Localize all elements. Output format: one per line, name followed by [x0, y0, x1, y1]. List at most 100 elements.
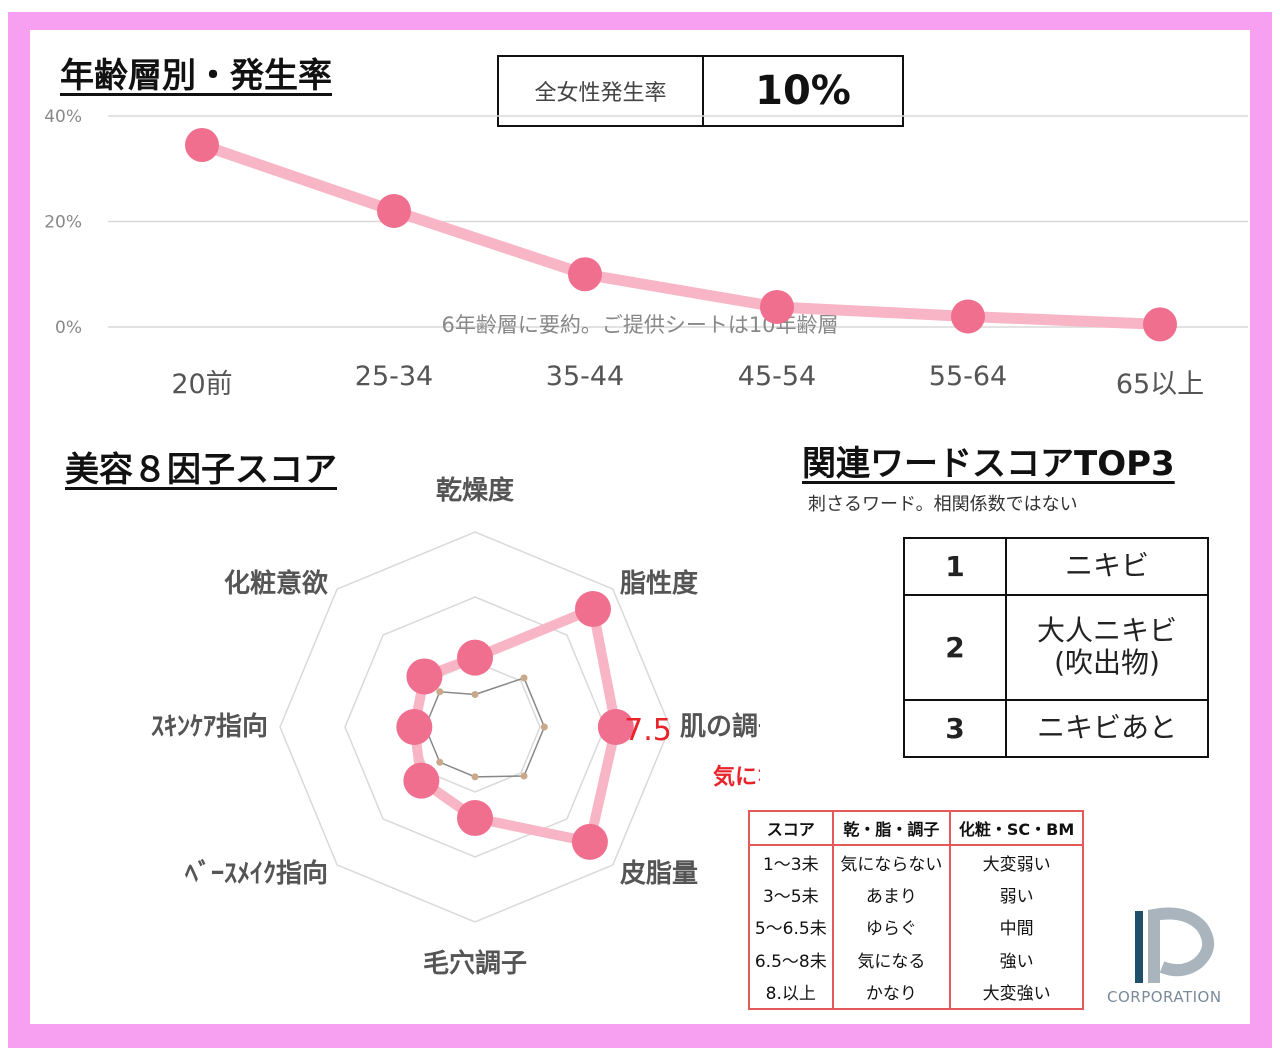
age-series-line [196, 139, 1166, 330]
y-tick-label: 0% [55, 318, 82, 338]
radar-reference-point [471, 691, 479, 698]
legend-cell: 3～5未 [762, 887, 819, 908]
legend-header: スコア [749, 811, 833, 846]
y-tick-label: 40% [44, 107, 82, 127]
x-tick-label: 65以上 [1116, 369, 1204, 400]
line-point [951, 299, 985, 334]
legend-cell: 弱い [949, 878, 1083, 911]
radar-grid-ring [344, 596, 606, 858]
word-line-sub: (吹出物) [1054, 646, 1160, 680]
radar-reference-point [520, 674, 528, 682]
radar-score-series [409, 604, 621, 847]
line-point [760, 289, 794, 324]
legend-cell: ゆらぐ [831, 910, 951, 944]
legend-cell: 1～3未 [762, 854, 819, 875]
overall-rate-value: 10% [755, 68, 851, 114]
table-row: 3 ニキビあと [903, 699, 1209, 758]
factor-radar-chart: 乾燥度脂性度肌の調子皮脂量毛穴調子 ﾍﾞｰｽﾒｲｸ指向 ｽｷﾝｹｱ指向 化粧意欲 7.… [151, 475, 760, 979]
radar-point [406, 658, 443, 695]
highlight-score-label: 気になる [713, 764, 760, 790]
table-row: 3～5未 あまり 弱い [749, 878, 1083, 911]
age-section-title: 年齢層別・発生率 [60, 56, 332, 96]
radar-axis-label: ﾍﾞｰｽﾒｲｸ指向 [184, 858, 328, 889]
radar-axis-label: 乾燥度 [436, 475, 514, 506]
legend-cell: 大変弱い [949, 845, 1083, 879]
age-series-points [185, 128, 1177, 342]
word-rank: 1 [903, 537, 1007, 596]
line-point [377, 193, 411, 228]
company-logo-mark [1135, 907, 1214, 983]
line-point [1143, 307, 1177, 342]
legend-cell: 中間 [949, 910, 1083, 944]
legend-header: 乾・脂・調子 [831, 811, 951, 846]
legend-header-row: スコア 乾・脂・調子 化粧・SC・BM [749, 811, 1083, 846]
y-tick-label: 20% [44, 213, 82, 233]
word-line: 大人ニキビ [1036, 614, 1177, 648]
legend-cell: 6.5～8未 [754, 951, 827, 972]
radar-point [396, 709, 433, 745]
legend-cell: 気にならない [831, 845, 951, 879]
table-row: 6.5～8未 気になる 強い [749, 943, 1083, 976]
table-row: 2 大人ニキビ (吹出物) [903, 593, 1209, 702]
line-chart-y-ticks: 0% 20% 40% [44, 107, 82, 338]
legend-cell: 強い [949, 943, 1083, 976]
radar-reference-point [436, 688, 444, 696]
line-chart-x-ticks: 20前 25-34 35-44 45-54 55-64 65以上 [171, 361, 1204, 400]
radar-axis-label: 化粧意欲 [224, 568, 328, 599]
score-legend-table: スコア 乾・脂・調子 化粧・SC・BM 1～3未 気にならない 大変弱い 3～5… [748, 810, 1084, 1010]
radar-point [574, 591, 611, 628]
radar-reference-point [471, 773, 479, 781]
radar-point [597, 709, 634, 745]
x-tick-label: 55-64 [929, 361, 1007, 392]
radar-axis-label: 肌の調子 [680, 711, 760, 742]
radar-axis-label: 毛穴調子 [423, 948, 527, 979]
radar-reference-point [436, 758, 444, 766]
factor-section-title: 美容８因子スコア [65, 450, 337, 490]
radar-axis-labels: 乾燥度脂性度肌の調子皮脂量毛穴調子 ﾍﾞｰｽﾒｲｸ指向 ｽｷﾝｹｱ指向 化粧意欲 [151, 475, 760, 979]
radar-point [457, 800, 493, 836]
word-rank: 2 [903, 593, 1007, 702]
word-rank: 3 [903, 699, 1007, 758]
highlight-score-value: 7.5 [624, 713, 672, 748]
legend-cell: 8.以上 [765, 984, 816, 1005]
overall-rate-box: 全女性発生率 10% [497, 55, 904, 127]
table-row: 5～6.5未 ゆらぐ 中間 [749, 910, 1083, 944]
radar-axis-label: 皮脂量 [620, 859, 698, 889]
words-section-title: 関連ワードスコアTOP3 [802, 444, 1175, 484]
x-tick-label: 25-34 [355, 361, 433, 392]
top3-words-table: 1 ニキビ 2 大人ニキビ (吹出物) 3 ニキビあと [903, 537, 1209, 758]
line-chart-gridlines [108, 115, 1248, 328]
line-point [568, 257, 602, 292]
x-tick-label: 35-44 [546, 361, 624, 392]
word-text: ニキビ [1005, 537, 1209, 596]
legend-cell: 5～6.5未 [754, 919, 827, 940]
word-line: ニキビあと [1036, 711, 1177, 745]
radar-score-points [396, 591, 634, 860]
word-text: 大人ニキビ (吹出物) [1005, 593, 1209, 702]
legend-cell: かなり [831, 975, 951, 1009]
table-row: 8.以上 かなり 大変強い [749, 975, 1083, 1009]
legend-cell: 大変強い [949, 975, 1083, 1009]
x-tick-label: 45-54 [738, 361, 816, 392]
line-point [185, 128, 219, 163]
x-tick-label: 20前 [171, 369, 232, 400]
company-logo-text: CORPORATION [1107, 988, 1222, 1006]
radar-point [403, 762, 440, 799]
radar-grid-ring [279, 531, 671, 923]
word-line: ニキビ [1064, 549, 1149, 583]
radar-reference-point [540, 723, 548, 731]
radar-axis-label: 脂性度 [620, 568, 698, 599]
table-row: 1～3未 気にならない 大変弱い [749, 845, 1083, 879]
table-row: 1 ニキビ [903, 537, 1209, 596]
legend-cell: あまり [831, 878, 951, 911]
overall-rate-label: 全女性発生率 [499, 57, 704, 125]
legend-cell: 気になる [831, 943, 951, 976]
word-text: ニキビあと [1005, 699, 1209, 758]
age-line-chart: 0%20%40% 6年齢層に要約。ご提供シートは10年齢層 20前 25-34 35… [44, 107, 1248, 400]
radar-axis-label: ｽｷﾝｹｱ指向 [151, 711, 268, 742]
words-section-subtitle: 刺さるワード。相関係数ではない [808, 494, 1078, 515]
radar-point [457, 639, 493, 676]
legend-header: 化粧・SC・BM [949, 811, 1083, 846]
radar-reference-point [520, 772, 528, 780]
radar-point [571, 823, 608, 860]
